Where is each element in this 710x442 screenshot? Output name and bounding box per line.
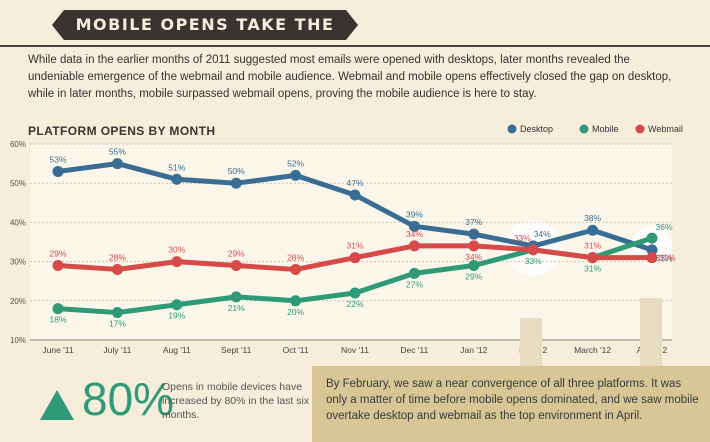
data-label-desktop: 50% <box>228 166 245 176</box>
data-label-webmail: 31% <box>584 241 601 251</box>
spotlight-beam-april <box>640 298 662 366</box>
data-point-mobile <box>290 295 302 307</box>
data-label-webmail: 31% <box>658 253 675 263</box>
data-label-webmail: 30% <box>168 245 185 255</box>
data-label-desktop: 53% <box>49 154 66 164</box>
data-point-webmail <box>646 252 658 264</box>
legend-label-mobile: Mobile <box>592 124 619 134</box>
data-point-mobile <box>349 287 361 299</box>
data-label-mobile: 17% <box>109 319 126 329</box>
x-tick-label: Nov '11 <box>341 345 369 355</box>
data-label-webmail: 34% <box>465 252 482 262</box>
data-point-mobile <box>468 260 480 272</box>
data-point-webmail <box>230 260 242 272</box>
x-tick-label: Aug '11 <box>163 345 191 355</box>
data-point-webmail <box>349 252 361 264</box>
data-label-desktop: 52% <box>287 158 304 168</box>
data-point-mobile <box>171 299 183 311</box>
page-title: MOBILE OPENS TAKE THE LEAD <box>52 10 358 64</box>
x-tick-label: June '11 <box>42 345 74 355</box>
callout-text: By February, we saw a near convergence o… <box>326 378 699 422</box>
spotlight-beam-feb <box>520 318 542 366</box>
data-point-desktop <box>587 224 599 236</box>
data-point-desktop <box>52 165 64 177</box>
x-tick-label: Jan '12 <box>460 345 487 355</box>
data-label-mobile: 33% <box>525 256 542 266</box>
callout-box: By February, we saw a near convergence o… <box>312 366 710 442</box>
y-tick-label: 60% <box>10 140 26 149</box>
legend-marker-mobile <box>579 124 589 134</box>
data-point-desktop <box>408 220 420 232</box>
data-point-desktop <box>111 158 123 170</box>
x-tick-label: Dec '11 <box>400 345 428 355</box>
data-point-desktop <box>646 244 658 256</box>
y-tick-label: 40% <box>10 218 26 227</box>
legend-marker-desktop <box>507 124 517 134</box>
data-label-desktop: 39% <box>406 209 423 219</box>
data-label-mobile: 20% <box>287 307 304 317</box>
data-label-mobile: 29% <box>465 272 482 282</box>
data-label-mobile: 27% <box>406 279 423 289</box>
data-label-webmail: 29% <box>49 249 66 259</box>
data-point-desktop <box>468 228 480 240</box>
data-point-webmail <box>171 256 183 268</box>
data-label-webmail: 28% <box>109 252 126 262</box>
legend-label-desktop: Desktop <box>520 124 553 134</box>
legend-label-webmail: Webmail <box>648 124 683 134</box>
data-point-webmail <box>468 240 480 252</box>
data-point-webmail <box>527 244 539 256</box>
data-label-webmail: 28% <box>287 252 304 262</box>
data-label-desktop: 37% <box>465 217 482 227</box>
data-label-desktop: 51% <box>168 162 185 172</box>
data-label-desktop: 34% <box>534 229 551 239</box>
data-label-mobile: 21% <box>228 303 245 313</box>
data-label-mobile: 22% <box>346 299 363 309</box>
data-point-webmail <box>408 240 420 252</box>
data-label-desktop: 47% <box>346 178 363 188</box>
x-tick-label: March '12 <box>574 345 611 355</box>
data-point-mobile <box>408 267 420 279</box>
line-chart: 10% 20% 30% 40% 50% 60% June '11 July '11 Aug '1… <box>10 124 683 355</box>
data-label-webmail: 34% <box>406 229 423 239</box>
up-arrow-icon <box>40 390 74 420</box>
data-label-mobile: 19% <box>168 311 185 321</box>
stat-value: 80% <box>82 373 175 425</box>
intro-paragraph: While data in the earlier months of 2011… <box>28 54 672 100</box>
data-label-desktop: 38% <box>584 213 601 223</box>
data-label-webmail: 31% <box>346 241 363 251</box>
legend-marker-webmail <box>635 124 645 134</box>
data-point-mobile <box>230 291 242 303</box>
y-tick-label: 20% <box>10 297 26 306</box>
chart-title: PLATFORM OPENS BY MONTH <box>28 124 216 138</box>
y-tick-label: 30% <box>10 258 26 267</box>
data-label-mobile: 31% <box>584 264 601 274</box>
data-point-webmail <box>290 263 302 275</box>
x-tick-label: Oct '11 <box>283 345 309 355</box>
data-label-mobile: 18% <box>49 315 66 325</box>
data-point-webmail <box>587 252 599 264</box>
data-point-desktop <box>349 189 361 201</box>
data-point-desktop <box>290 169 302 181</box>
data-point-desktop <box>230 177 242 189</box>
data-point-mobile <box>646 232 658 244</box>
y-tick-label: 50% <box>10 179 26 188</box>
data-point-mobile <box>52 303 64 315</box>
plot-area <box>30 144 672 340</box>
data-label-mobile: 36% <box>655 222 672 232</box>
data-point-webmail <box>111 263 123 275</box>
data-point-webmail <box>52 260 64 272</box>
data-point-mobile <box>111 307 123 319</box>
y-tick-label: 10% <box>10 336 26 345</box>
data-label-webmail: 33% <box>514 233 531 243</box>
stat-description: Opens in mobile devices have increased b… <box>162 381 310 421</box>
x-tick-label: Sept '11 <box>221 345 252 355</box>
data-label-desktop: 55% <box>109 147 126 157</box>
data-label-webmail: 29% <box>228 249 245 259</box>
x-tick-label: July '11 <box>103 345 131 355</box>
data-point-desktop <box>171 173 183 185</box>
data-label-desktop: 33% <box>655 253 672 263</box>
title-divider <box>0 45 710 47</box>
